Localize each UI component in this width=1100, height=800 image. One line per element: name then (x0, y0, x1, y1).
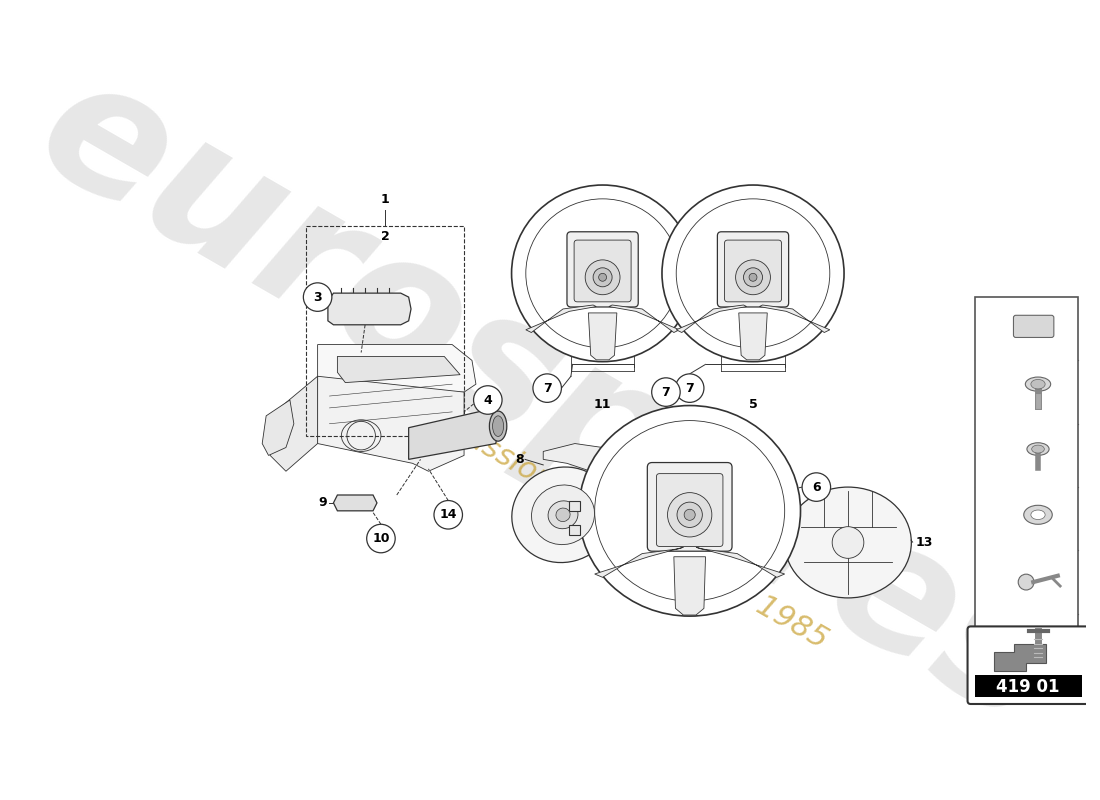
Text: 6: 6 (812, 481, 821, 494)
Polygon shape (994, 644, 1046, 670)
Text: 8: 8 (515, 453, 524, 466)
Circle shape (434, 501, 462, 529)
Bar (569, 502, 580, 511)
Ellipse shape (1024, 506, 1053, 524)
Text: 419 01: 419 01 (997, 678, 1060, 695)
Circle shape (675, 374, 704, 402)
Ellipse shape (531, 485, 595, 545)
Ellipse shape (526, 199, 680, 348)
Circle shape (598, 274, 606, 282)
Text: 6: 6 (984, 512, 993, 526)
Bar (306, 226, 464, 436)
Polygon shape (696, 547, 784, 578)
Polygon shape (759, 305, 829, 333)
Ellipse shape (1031, 379, 1045, 389)
Text: 10: 10 (372, 532, 389, 545)
Polygon shape (408, 408, 499, 459)
FancyBboxPatch shape (566, 232, 638, 307)
Circle shape (474, 386, 502, 414)
Text: 14: 14 (440, 508, 456, 522)
Text: 7: 7 (685, 382, 694, 394)
Polygon shape (338, 357, 460, 382)
Polygon shape (271, 376, 318, 471)
Text: eurospares: eurospares (9, 38, 1086, 762)
Ellipse shape (1025, 377, 1050, 391)
Circle shape (744, 268, 762, 286)
Ellipse shape (556, 508, 570, 522)
Circle shape (651, 378, 680, 406)
Text: 7: 7 (984, 449, 993, 462)
Circle shape (833, 526, 864, 558)
Circle shape (802, 473, 830, 502)
FancyBboxPatch shape (574, 240, 631, 302)
Ellipse shape (579, 406, 801, 616)
FancyBboxPatch shape (657, 474, 723, 546)
Text: 14: 14 (984, 322, 1003, 336)
Polygon shape (543, 443, 618, 471)
Ellipse shape (512, 467, 614, 562)
Polygon shape (333, 495, 377, 511)
Ellipse shape (1027, 442, 1049, 455)
FancyBboxPatch shape (968, 626, 1089, 704)
Text: 3: 3 (984, 638, 993, 653)
Text: 7: 7 (661, 386, 670, 398)
FancyBboxPatch shape (717, 232, 789, 307)
Text: 5: 5 (749, 398, 758, 411)
Polygon shape (595, 547, 683, 578)
Ellipse shape (676, 199, 829, 348)
Circle shape (749, 274, 757, 282)
Circle shape (1019, 574, 1034, 590)
FancyBboxPatch shape (725, 240, 781, 302)
Ellipse shape (595, 421, 784, 601)
Polygon shape (328, 293, 411, 325)
Text: 2: 2 (381, 230, 389, 242)
Ellipse shape (784, 487, 911, 598)
Text: 7: 7 (542, 382, 551, 394)
Ellipse shape (662, 185, 844, 362)
Circle shape (366, 524, 395, 553)
Polygon shape (739, 313, 768, 360)
Polygon shape (588, 313, 617, 360)
Text: 12: 12 (560, 550, 578, 563)
Ellipse shape (1032, 445, 1044, 453)
FancyBboxPatch shape (647, 462, 732, 551)
Polygon shape (262, 400, 294, 455)
Circle shape (676, 502, 702, 527)
FancyBboxPatch shape (1013, 315, 1054, 338)
Polygon shape (676, 305, 747, 333)
Bar (569, 525, 580, 534)
Text: 3: 3 (314, 290, 322, 303)
Text: 13: 13 (915, 536, 933, 549)
Polygon shape (526, 305, 596, 333)
Text: 4: 4 (483, 394, 492, 406)
Text: 10: 10 (984, 385, 1003, 399)
Bar (975, 675, 1081, 697)
Ellipse shape (490, 411, 507, 441)
Text: 9: 9 (319, 497, 327, 510)
Circle shape (532, 374, 561, 402)
Text: a passion for parts since 1985: a passion for parts since 1985 (419, 399, 833, 654)
Polygon shape (318, 345, 476, 396)
Circle shape (736, 260, 770, 294)
Ellipse shape (512, 185, 694, 362)
Ellipse shape (548, 501, 578, 529)
Text: 1: 1 (381, 193, 389, 206)
Text: 11: 11 (594, 398, 612, 411)
Circle shape (593, 268, 612, 286)
Polygon shape (318, 376, 464, 471)
Polygon shape (609, 305, 680, 333)
Circle shape (585, 260, 620, 294)
Text: 4: 4 (984, 575, 994, 589)
Ellipse shape (493, 416, 504, 437)
Circle shape (684, 510, 695, 520)
Circle shape (304, 283, 332, 311)
Ellipse shape (1031, 510, 1045, 519)
Circle shape (668, 493, 712, 537)
Polygon shape (674, 557, 705, 615)
Bar (975, 297, 1078, 677)
